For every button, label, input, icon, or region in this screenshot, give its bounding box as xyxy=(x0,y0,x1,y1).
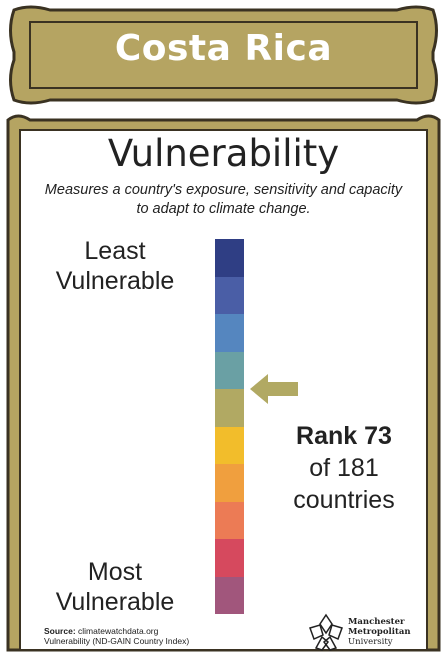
metric-description: Measures a country's exposure, sensitivi… xyxy=(44,182,403,217)
source-site: climatewatchdata.org xyxy=(78,626,159,636)
rank-block: Rank 73 of 181 countries xyxy=(265,420,423,516)
scale-segment xyxy=(215,426,244,464)
scale-segment xyxy=(215,464,244,502)
rank-of-total: of 181 xyxy=(309,454,379,482)
university-name: Manchester Metropolitan University xyxy=(348,617,411,647)
scale-segment xyxy=(215,276,244,314)
banner-frame xyxy=(9,5,438,105)
most-vulnerable-label: Most Vulnerable xyxy=(55,558,175,616)
university-logo-icon xyxy=(309,613,343,651)
source-index: Vulnerability (ND-GAIN Country Index) xyxy=(44,636,190,646)
source-note: Source: climatewatchdata.org Vulnerabili… xyxy=(44,626,189,646)
metric-title: Vulnerability xyxy=(107,132,340,175)
source-label: Source: xyxy=(44,626,76,636)
rank-countries: countries xyxy=(293,486,395,514)
rank-value: Rank 73 xyxy=(296,422,392,450)
scale-segment xyxy=(215,239,244,277)
scale-segment xyxy=(215,576,244,614)
scale-segment xyxy=(215,351,244,389)
scale-segment xyxy=(215,501,244,539)
scale-segment xyxy=(215,314,244,352)
country-title: Costa Rica xyxy=(114,28,333,69)
rank-pointer-arrow-icon xyxy=(250,374,298,404)
scale-segment xyxy=(215,389,244,427)
vulnerability-scale xyxy=(215,239,244,614)
least-vulnerable-label: Least Vulnerable xyxy=(55,237,175,295)
scale-segment xyxy=(215,539,244,577)
